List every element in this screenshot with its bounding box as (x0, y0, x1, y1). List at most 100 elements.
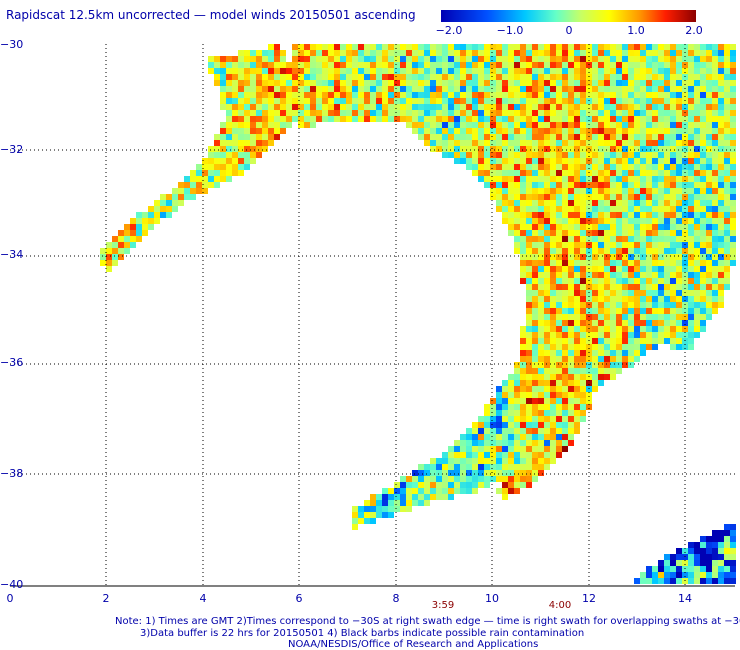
wind-cell (652, 98, 658, 104)
wind-cell (592, 50, 598, 56)
wind-cell (628, 272, 634, 278)
wind-cell (370, 86, 376, 92)
wind-cell (628, 206, 634, 212)
wind-cell (706, 572, 712, 578)
wind-cell (538, 218, 544, 224)
wind-cell (682, 572, 688, 578)
wind-cell (514, 410, 520, 416)
wind-cell (538, 338, 544, 344)
wind-cell (544, 146, 550, 152)
wind-cell (664, 170, 670, 176)
wind-cell (394, 50, 400, 56)
wind-cell (700, 224, 706, 230)
wind-cell (490, 50, 496, 56)
wind-cell (406, 62, 412, 68)
wind-cell (556, 92, 562, 98)
wind-cell (514, 104, 520, 110)
wind-cell (436, 128, 442, 134)
wind-cell (262, 74, 268, 80)
wind-cell (628, 332, 634, 338)
wind-cell (670, 302, 676, 308)
wind-cell (448, 458, 454, 464)
wind-cell (670, 44, 676, 50)
wind-cell (622, 272, 628, 278)
wind-cell (544, 224, 550, 230)
wind-cell (508, 392, 514, 398)
wind-cell (682, 212, 688, 218)
wind-cell (616, 188, 622, 194)
wind-cell (376, 56, 382, 62)
wind-cell (502, 440, 508, 446)
wind-cell (562, 164, 568, 170)
wind-cell (532, 194, 538, 200)
wind-cell (232, 146, 238, 152)
wind-cell (544, 392, 550, 398)
wind-cell (514, 470, 520, 476)
wind-cell (226, 176, 232, 182)
wind-cell (574, 236, 580, 242)
wind-cell (676, 104, 682, 110)
wind-cell (430, 116, 436, 122)
wind-cell (304, 56, 310, 62)
wind-cell (670, 80, 676, 86)
wind-cell (334, 68, 340, 74)
wind-cell (694, 134, 700, 140)
wind-cell (658, 326, 664, 332)
wind-cell (430, 476, 436, 482)
wind-cell (712, 92, 718, 98)
wind-cell (706, 116, 712, 122)
wind-cell (364, 500, 370, 506)
wind-cell (562, 68, 568, 74)
wind-cell (682, 116, 688, 122)
wind-cell (214, 182, 220, 188)
wind-cell (616, 56, 622, 62)
wind-cell (574, 350, 580, 356)
wind-cell (580, 56, 586, 62)
wind-cell (622, 92, 628, 98)
wind-cell (442, 134, 448, 140)
wind-cell (484, 80, 490, 86)
wind-cell (592, 248, 598, 254)
wind-cell (466, 464, 472, 470)
wind-cell (520, 482, 526, 488)
wind-cell (514, 68, 520, 74)
wind-cell (448, 476, 454, 482)
wind-cell (538, 50, 544, 56)
wind-cell (370, 512, 376, 518)
wind-cell (556, 122, 562, 128)
wind-cell (706, 308, 712, 314)
wind-cell (706, 224, 712, 230)
wind-cell (622, 110, 628, 116)
wind-cell (730, 200, 736, 206)
wind-cell (730, 548, 736, 554)
wind-cell (544, 110, 550, 116)
wind-cell (472, 128, 478, 134)
wind-cell (358, 44, 364, 50)
wind-cell (568, 86, 574, 92)
wind-cell (502, 152, 508, 158)
wind-cell (490, 98, 496, 104)
wind-cell (454, 92, 460, 98)
longitude-label: 10 (485, 592, 499, 605)
wind-cell (574, 344, 580, 350)
wind-cell (328, 98, 334, 104)
wind-cell (328, 80, 334, 86)
wind-cell (712, 254, 718, 260)
wind-cell (646, 230, 652, 236)
wind-cell (262, 110, 268, 116)
wind-cell (688, 68, 694, 74)
wind-cell (418, 470, 424, 476)
wind-cell (682, 260, 688, 266)
wind-cell (520, 224, 526, 230)
wind-cell (382, 500, 388, 506)
wind-cell (646, 182, 652, 188)
wind-cell (526, 134, 532, 140)
wind-cell (694, 308, 700, 314)
wind-cell (430, 146, 436, 152)
wind-cell (316, 56, 322, 62)
wind-cell (256, 152, 262, 158)
wind-cell (550, 386, 556, 392)
wind-cell (526, 86, 532, 92)
wind-cell (532, 416, 538, 422)
wind-cell (262, 122, 268, 128)
